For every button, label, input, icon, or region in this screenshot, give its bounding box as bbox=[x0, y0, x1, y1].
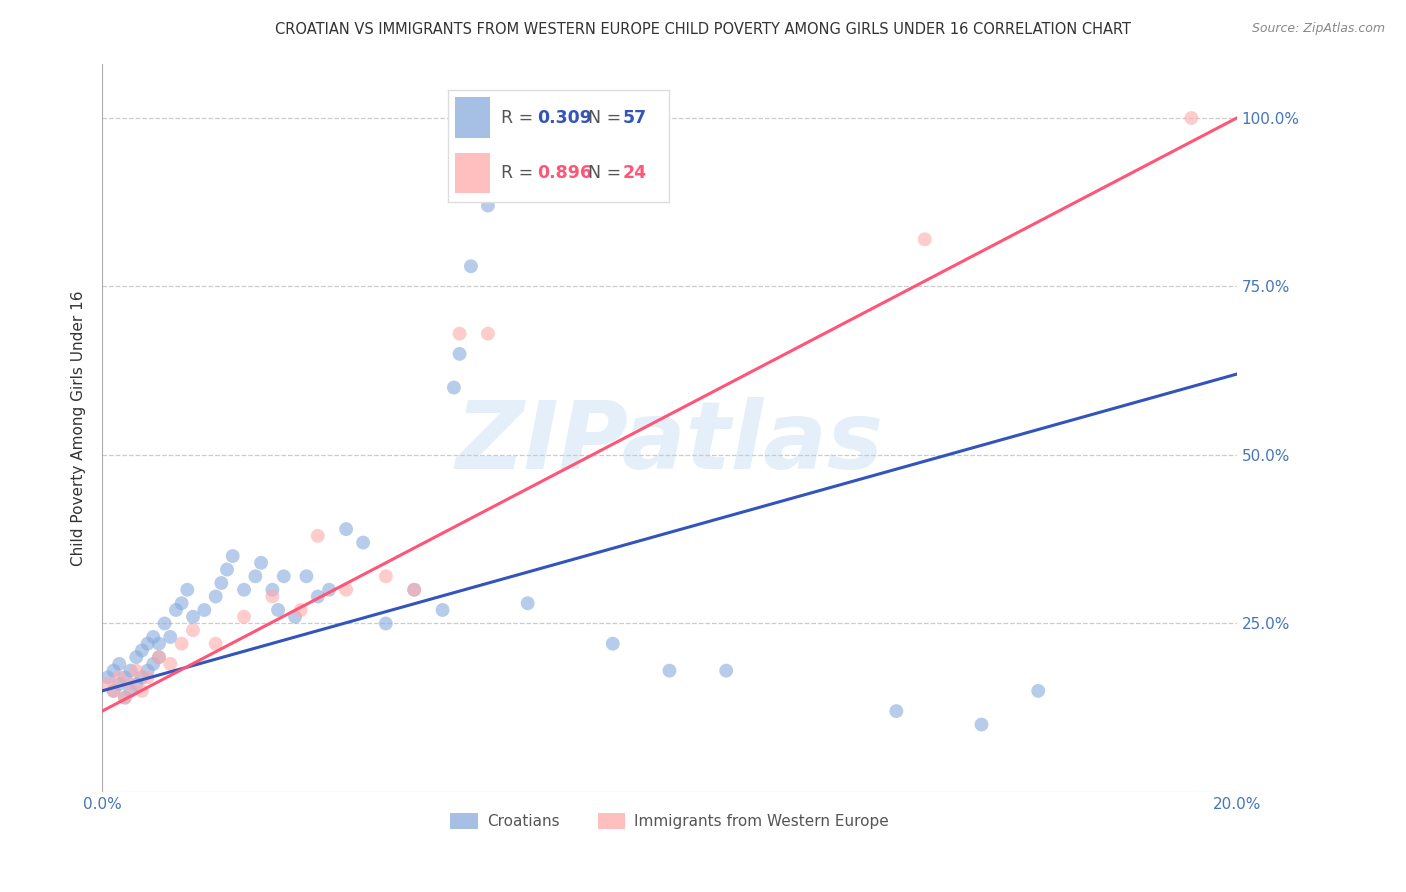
Point bbox=[443, 380, 465, 394]
Point bbox=[914, 232, 936, 246]
Point bbox=[970, 717, 993, 731]
Point bbox=[103, 684, 125, 698]
Point bbox=[114, 690, 136, 705]
Point bbox=[233, 609, 256, 624]
Point bbox=[131, 670, 153, 684]
Point bbox=[165, 603, 187, 617]
Point bbox=[108, 657, 131, 671]
Point bbox=[602, 637, 624, 651]
Point bbox=[1026, 684, 1049, 698]
Point bbox=[658, 664, 681, 678]
Point bbox=[136, 670, 159, 684]
Point bbox=[204, 590, 226, 604]
Point bbox=[97, 677, 120, 691]
Point bbox=[114, 690, 136, 705]
Point bbox=[142, 630, 165, 644]
Point bbox=[307, 529, 329, 543]
Point bbox=[148, 650, 170, 665]
Point bbox=[262, 582, 284, 597]
Point bbox=[170, 596, 193, 610]
Point bbox=[250, 556, 273, 570]
Point bbox=[209, 576, 232, 591]
Point bbox=[318, 582, 340, 597]
Point bbox=[131, 684, 153, 698]
Point bbox=[97, 670, 120, 684]
Y-axis label: Child Poverty Among Girls Under 16: Child Poverty Among Girls Under 16 bbox=[72, 290, 86, 566]
Point bbox=[148, 637, 170, 651]
Point bbox=[273, 569, 295, 583]
Point bbox=[352, 535, 374, 549]
Point bbox=[374, 616, 396, 631]
Point bbox=[153, 616, 176, 631]
Point bbox=[215, 563, 238, 577]
Point bbox=[103, 684, 125, 698]
Point bbox=[233, 582, 256, 597]
Point bbox=[245, 569, 267, 583]
Point bbox=[716, 664, 738, 678]
Point bbox=[136, 664, 159, 678]
Point bbox=[125, 650, 148, 665]
Point bbox=[120, 677, 142, 691]
Point bbox=[181, 624, 204, 638]
Point bbox=[193, 603, 215, 617]
Point bbox=[176, 582, 198, 597]
Point bbox=[125, 677, 148, 691]
Point bbox=[159, 657, 181, 671]
Point bbox=[1180, 111, 1202, 125]
Point bbox=[108, 677, 131, 691]
Point bbox=[477, 198, 499, 212]
Point bbox=[131, 643, 153, 657]
Point bbox=[120, 664, 142, 678]
Point bbox=[170, 637, 193, 651]
Point bbox=[295, 569, 318, 583]
Point bbox=[335, 522, 357, 536]
Text: Source: ZipAtlas.com: Source: ZipAtlas.com bbox=[1251, 22, 1385, 36]
Point bbox=[142, 657, 165, 671]
Text: ZIPatlas: ZIPatlas bbox=[456, 397, 883, 489]
Point bbox=[181, 609, 204, 624]
Point bbox=[488, 111, 510, 125]
Point bbox=[886, 704, 908, 718]
Point bbox=[460, 259, 482, 273]
Point bbox=[114, 670, 136, 684]
Legend: Croatians, Immigrants from Western Europe: Croatians, Immigrants from Western Europ… bbox=[444, 807, 896, 835]
Point bbox=[159, 630, 181, 644]
Point bbox=[307, 590, 329, 604]
Point bbox=[516, 596, 538, 610]
Point bbox=[267, 603, 290, 617]
Point bbox=[290, 603, 312, 617]
Point bbox=[374, 569, 396, 583]
Point bbox=[108, 670, 131, 684]
Point bbox=[284, 609, 307, 624]
Point bbox=[477, 326, 499, 341]
Point bbox=[262, 590, 284, 604]
Point bbox=[125, 664, 148, 678]
Point bbox=[404, 582, 426, 597]
Point bbox=[449, 347, 471, 361]
Text: CROATIAN VS IMMIGRANTS FROM WESTERN EUROPE CHILD POVERTY AMONG GIRLS UNDER 16 CO: CROATIAN VS IMMIGRANTS FROM WESTERN EURO… bbox=[276, 22, 1130, 37]
Point bbox=[204, 637, 226, 651]
Point bbox=[404, 582, 426, 597]
Point bbox=[103, 664, 125, 678]
Point bbox=[136, 637, 159, 651]
Point bbox=[120, 684, 142, 698]
Point bbox=[335, 582, 357, 597]
Point bbox=[221, 549, 243, 563]
Point bbox=[432, 603, 454, 617]
Point bbox=[148, 650, 170, 665]
Point bbox=[449, 326, 471, 341]
